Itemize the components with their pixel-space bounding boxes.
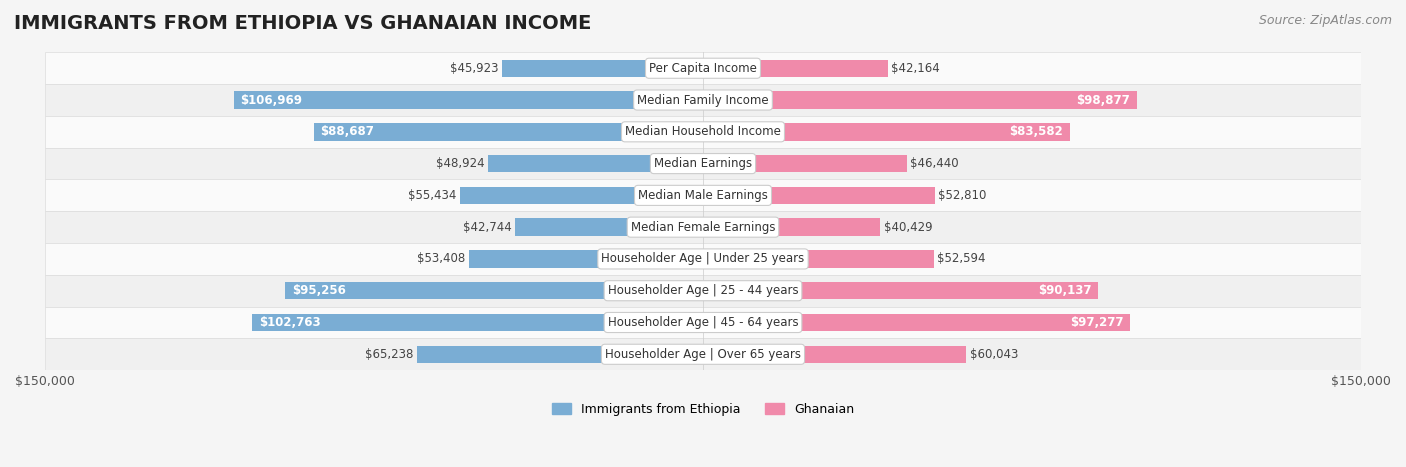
Bar xyxy=(45,84,1361,116)
Bar xyxy=(416,346,703,363)
Text: Median Female Earnings: Median Female Earnings xyxy=(631,221,775,234)
Bar xyxy=(703,155,907,172)
Text: $90,137: $90,137 xyxy=(1039,284,1092,297)
Bar xyxy=(45,148,1361,179)
Bar xyxy=(314,123,703,141)
Bar xyxy=(703,123,1070,141)
Bar xyxy=(45,116,1361,148)
Text: $45,923: $45,923 xyxy=(450,62,498,75)
Bar xyxy=(45,339,1361,370)
Text: $95,256: $95,256 xyxy=(291,284,346,297)
Text: Householder Age | Under 25 years: Householder Age | Under 25 years xyxy=(602,253,804,265)
Bar xyxy=(703,91,1137,109)
Bar xyxy=(285,282,703,299)
Bar xyxy=(703,282,1098,299)
Text: $60,043: $60,043 xyxy=(970,348,1018,361)
Text: $48,924: $48,924 xyxy=(436,157,485,170)
Text: Per Capita Income: Per Capita Income xyxy=(650,62,756,75)
Text: IMMIGRANTS FROM ETHIOPIA VS GHANAIAN INCOME: IMMIGRANTS FROM ETHIOPIA VS GHANAIAN INC… xyxy=(14,14,592,33)
Text: Median Family Income: Median Family Income xyxy=(637,93,769,106)
Text: $88,687: $88,687 xyxy=(321,125,374,138)
Bar xyxy=(703,59,889,77)
Text: Median Male Earnings: Median Male Earnings xyxy=(638,189,768,202)
Bar xyxy=(516,219,703,236)
Text: $83,582: $83,582 xyxy=(1010,125,1063,138)
Text: $42,744: $42,744 xyxy=(464,221,512,234)
Text: Householder Age | 45 - 64 years: Householder Age | 45 - 64 years xyxy=(607,316,799,329)
Text: $52,594: $52,594 xyxy=(936,253,986,265)
Text: Source: ZipAtlas.com: Source: ZipAtlas.com xyxy=(1258,14,1392,27)
Text: $102,763: $102,763 xyxy=(259,316,321,329)
Text: $55,434: $55,434 xyxy=(408,189,457,202)
Text: Householder Age | Over 65 years: Householder Age | Over 65 years xyxy=(605,348,801,361)
Text: $53,408: $53,408 xyxy=(418,253,465,265)
Legend: Immigrants from Ethiopia, Ghanaian: Immigrants from Ethiopia, Ghanaian xyxy=(547,398,859,421)
Bar xyxy=(45,275,1361,307)
Text: $40,429: $40,429 xyxy=(883,221,932,234)
Text: Median Earnings: Median Earnings xyxy=(654,157,752,170)
Bar xyxy=(703,346,966,363)
Bar xyxy=(703,187,935,204)
Text: Householder Age | 25 - 44 years: Householder Age | 25 - 44 years xyxy=(607,284,799,297)
Bar xyxy=(252,314,703,331)
Bar xyxy=(468,250,703,268)
Text: Median Household Income: Median Household Income xyxy=(626,125,780,138)
Text: $52,810: $52,810 xyxy=(938,189,987,202)
Text: $46,440: $46,440 xyxy=(910,157,959,170)
Bar xyxy=(502,59,703,77)
Text: $106,969: $106,969 xyxy=(240,93,302,106)
Bar xyxy=(45,307,1361,339)
Bar xyxy=(488,155,703,172)
Bar xyxy=(460,187,703,204)
Text: $98,877: $98,877 xyxy=(1077,93,1130,106)
Bar xyxy=(703,314,1130,331)
Bar xyxy=(45,52,1361,84)
Bar xyxy=(233,91,703,109)
Bar xyxy=(703,250,934,268)
Bar xyxy=(703,219,880,236)
Bar xyxy=(45,243,1361,275)
Text: $65,238: $65,238 xyxy=(366,348,413,361)
Text: $42,164: $42,164 xyxy=(891,62,941,75)
Text: $97,277: $97,277 xyxy=(1070,316,1123,329)
Bar xyxy=(45,211,1361,243)
Bar xyxy=(45,179,1361,211)
